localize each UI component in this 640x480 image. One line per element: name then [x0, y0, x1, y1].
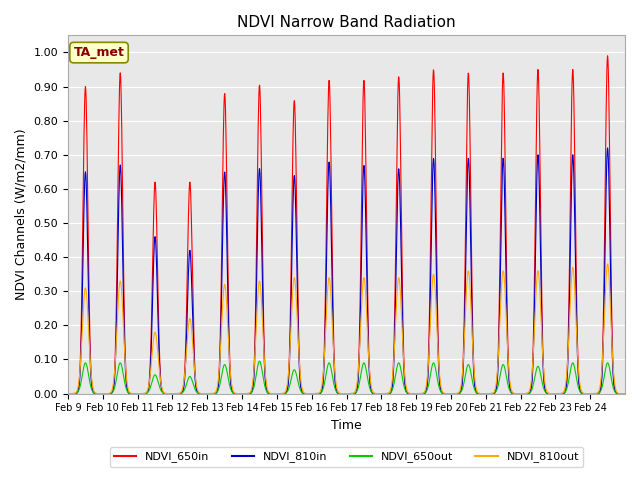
X-axis label: Time: Time [331, 419, 362, 432]
Legend: NDVI_650in, NDVI_810in, NDVI_650out, NDVI_810out: NDVI_650in, NDVI_810in, NDVI_650out, NDV… [109, 447, 584, 467]
Title: NDVI Narrow Band Radiation: NDVI Narrow Band Radiation [237, 15, 456, 30]
Y-axis label: NDVI Channels (W/m2/mm): NDVI Channels (W/m2/mm) [15, 129, 28, 300]
Text: TA_met: TA_met [74, 46, 124, 59]
